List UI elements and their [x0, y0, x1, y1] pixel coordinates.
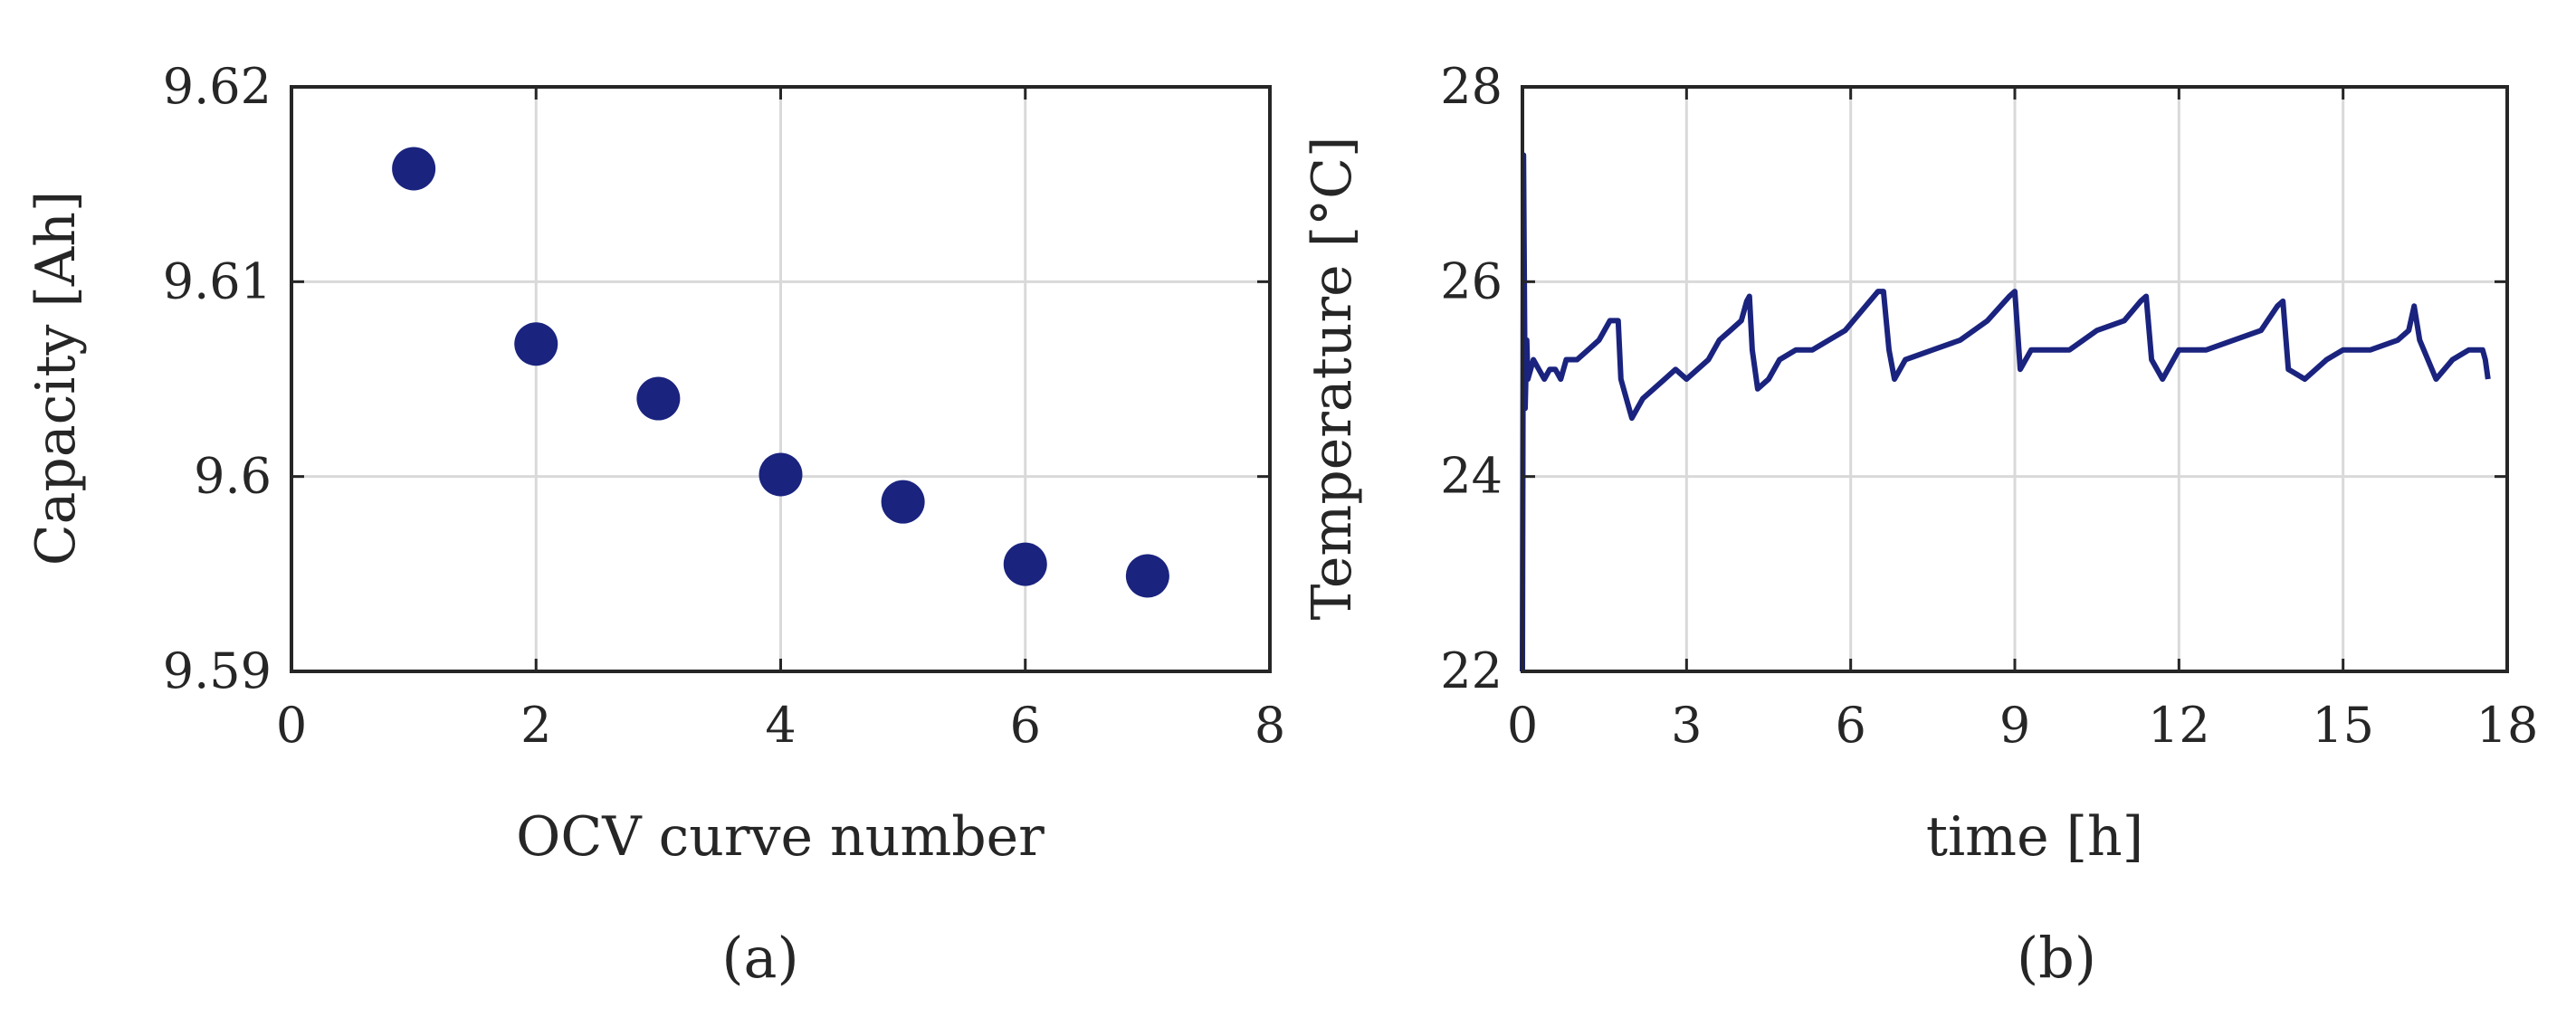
panel-b-y-tick-label: 24 — [1440, 448, 1503, 505]
panel-b-temperature-line — [1520, 152, 2491, 672]
panel-a-data-point — [514, 322, 558, 366]
panel-a-data-point — [881, 480, 925, 524]
panel-a-x-ticks: 0 2 4 6 8 — [276, 87, 1285, 754]
panel-b-y-tick-label: 26 — [1440, 252, 1503, 309]
panel-b-y-axis-label: Temperature [°C] — [1301, 137, 1364, 621]
panel-a-data-point — [392, 147, 436, 191]
panel-b-x-tick-label: 3 — [1671, 697, 1702, 754]
panel-a-caption: (a) — [721, 925, 798, 991]
panel-a-x-tick-label: 0 — [276, 697, 307, 754]
panel-a-x-axis-label: OCV curve number — [516, 805, 1045, 869]
panel-b-x-tick-label: 9 — [1999, 697, 2030, 754]
panel-b-x-ticks: 0 3 6 9 12 15 18 — [1507, 87, 2539, 754]
panel-b-temperature-chart: 0 3 6 9 12 15 18 22 24 26 28 time [h] Temperature… — [1301, 58, 2538, 991]
panel-b-x-tick-label: 12 — [2148, 697, 2210, 754]
panel-b-x-tick-label: 6 — [1835, 697, 1865, 754]
panel-a-y-tick-label: 9.61 — [163, 252, 272, 309]
panel-a-x-tick-label: 8 — [1255, 697, 1285, 754]
panel-a-y-axis-label: Capacity [Ah] — [24, 191, 88, 566]
panel-b-caption: (b) — [2017, 925, 2096, 991]
panel-a-capacity-chart: 0 2 4 6 8 9.59 9.6 9.61 9.62 OCV curve number C… — [24, 58, 1285, 991]
panel-a-x-tick-label: 2 — [520, 697, 551, 754]
panel-a-data-point — [1003, 542, 1047, 586]
panel-b-x-tick-label: 18 — [2476, 697, 2539, 754]
panel-b-x-tick-label: 15 — [2312, 697, 2374, 754]
panel-b-plot-area — [1520, 152, 2491, 672]
panel-a-x-tick-label: 4 — [765, 697, 796, 754]
panel-a-data-point — [758, 452, 803, 497]
panel-a-data-point — [636, 376, 681, 421]
panel-b-grid — [1522, 87, 2507, 671]
panel-b-y-tick-label: 22 — [1440, 642, 1503, 699]
panel-a-grid — [291, 87, 1270, 671]
panel-a-data-point — [1125, 554, 1169, 598]
panel-b-x-axis-label: time [h] — [1926, 805, 2143, 869]
panel-b-y-ticks: 22 24 26 28 — [1440, 58, 2507, 699]
panel-a-y-ticks: 9.59 9.6 9.61 9.62 — [163, 58, 1270, 699]
panel-a-y-tick-label: 9.59 — [163, 642, 272, 699]
panel-a-y-tick-label: 9.62 — [163, 58, 272, 115]
panel-b-y-tick-label: 28 — [1440, 58, 1503, 115]
panel-a-plot-area — [392, 147, 1169, 598]
panel-b-x-tick-label: 0 — [1507, 697, 1538, 754]
panel-a-y-tick-label: 9.6 — [194, 448, 272, 505]
panel-a-x-tick-label: 6 — [1010, 697, 1041, 754]
